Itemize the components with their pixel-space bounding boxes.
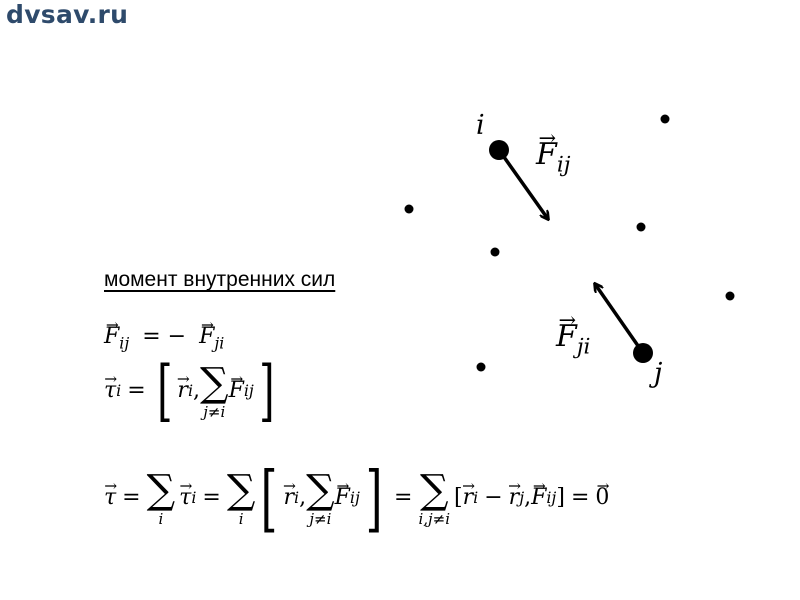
label-force-ij: Fij [536,140,570,176]
force-arrow-ji [595,284,645,354]
sum-symbol: ∑ i [226,466,256,528]
force-arrow-ij [497,148,548,219]
left-bracket: [ [261,456,278,540]
small-particle [404,204,414,214]
left-bracket: [ [156,352,173,429]
sum-symbol: ∑ j≠i [306,466,335,528]
force-ji-symbol: F [556,322,577,352]
equation-torque-i: τi = [ ri, ∑j≠i Fij ] [104,358,280,424]
label-point-i: i [476,110,485,141]
sum-symbol: ∑ j≠i [200,359,229,421]
right-bracket: ] [258,352,275,429]
small-particle [725,291,735,301]
force-ji-sub: ji [576,334,591,360]
force-ij-sub: ij [556,152,571,178]
label-point-j: j [654,358,663,389]
small-particle [490,247,500,257]
sum-symbol: ∑ i [146,466,176,528]
site-logo[interactable]: dvsav.ru [6,0,129,29]
small-particle [476,362,486,372]
section-heading: момент внутренних сил [104,268,336,291]
equation-newton-third-law: Fij = − Fji [104,326,224,351]
force-ij-symbol: F [536,140,557,170]
right-bracket: ] [365,456,383,540]
small-particle [660,114,670,124]
sum-symbol: ∑ i,j≠i [418,466,451,528]
label-force-ji: Fji [556,322,590,358]
small-particle [636,222,646,232]
equation-total-torque: τ = ∑i τi = ∑i [ ri, ∑j≠i Fij ] = ∑i,j≠i… [104,462,609,534]
